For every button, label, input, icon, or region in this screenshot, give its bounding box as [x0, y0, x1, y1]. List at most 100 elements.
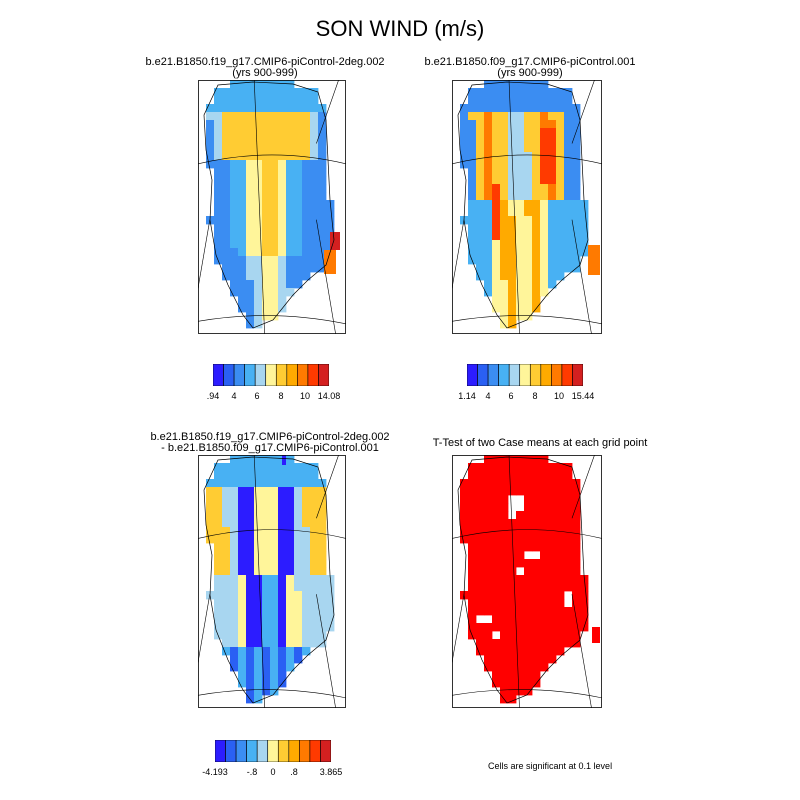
- grid-cell: [230, 136, 239, 145]
- grid-cell: [310, 503, 319, 512]
- grid-cell: [230, 487, 239, 496]
- grid-cell: [222, 623, 231, 632]
- grid-cell: [540, 176, 549, 185]
- grid-cell: [262, 687, 271, 696]
- grid-cell: [572, 120, 581, 129]
- grid-cell: [484, 551, 493, 560]
- grid-cell: [500, 535, 509, 544]
- grid-cell: [302, 136, 311, 145]
- grid-cell: [476, 479, 485, 488]
- grid-cell: [580, 208, 589, 217]
- grid-cell: [318, 144, 327, 153]
- colorbar-box: [267, 740, 279, 762]
- grid-cell: [262, 80, 271, 89]
- grid-cell: [500, 80, 509, 89]
- colorbar-box: [299, 740, 311, 762]
- grid-cell: [524, 647, 533, 656]
- grid-cell: [294, 208, 303, 217]
- grid-cell: [246, 256, 255, 265]
- grid-cell: [492, 551, 501, 560]
- grid-cell: [524, 80, 533, 89]
- grid-cell: [532, 80, 541, 89]
- grid-cell: [492, 176, 501, 185]
- grid-cell: [508, 144, 517, 153]
- grid-cell: [222, 184, 231, 193]
- grid-cell: [214, 551, 223, 560]
- grid-cell: [246, 208, 255, 217]
- grid-cell: [532, 647, 541, 656]
- grid-cell: [270, 112, 279, 121]
- grid-cell: [294, 615, 303, 624]
- grid-cell: [572, 631, 581, 640]
- grid-cell: [302, 272, 311, 281]
- grid-cell: [500, 687, 509, 696]
- grid-cell: [540, 463, 549, 472]
- grid-cell: [564, 607, 573, 616]
- grid-cell: [262, 607, 271, 616]
- grid-cell: [548, 144, 557, 153]
- grid-cell: [572, 160, 581, 169]
- grid-cell: [500, 495, 509, 504]
- grid-cell: [484, 511, 493, 520]
- grid-cell: [222, 120, 231, 129]
- grid-cell: [254, 687, 263, 696]
- grid-cell: [476, 487, 485, 496]
- grid-cell: [294, 551, 303, 560]
- grid-cell: [476, 471, 485, 480]
- grid-cell: [556, 551, 565, 560]
- grid-cell: [532, 88, 541, 97]
- grid-cell: [230, 152, 239, 161]
- grid-cell: [508, 479, 517, 488]
- grid-cell: [246, 104, 255, 113]
- grid-cell: [302, 104, 311, 113]
- grid-cell: [484, 112, 493, 121]
- grid-cell: [262, 567, 271, 576]
- grid-cell: [270, 192, 279, 201]
- grid-cell: [214, 144, 223, 153]
- grid-cell: [230, 128, 239, 137]
- grid-cell: [286, 631, 295, 640]
- grid-cell: [468, 160, 477, 169]
- grid-cell: [556, 575, 565, 584]
- grid-cell: [214, 152, 223, 161]
- grid-cell: [262, 264, 271, 273]
- grid-cell: [286, 240, 295, 249]
- grid-cell: [214, 192, 223, 201]
- grid-cell: [476, 264, 485, 273]
- grid-cell: [286, 136, 295, 145]
- grid-cell: [580, 615, 589, 624]
- grid-cell: [500, 607, 509, 616]
- grid-cell: [238, 248, 247, 257]
- grid-cell: [540, 543, 549, 552]
- grid-cell: [286, 479, 295, 488]
- grid-cell: [460, 527, 469, 536]
- grid-cell: [516, 288, 525, 297]
- grid-cell: [294, 575, 303, 584]
- grid-cell: [492, 671, 501, 680]
- grid-cell: [508, 615, 517, 624]
- grid-cell: [302, 607, 311, 616]
- grid-cell: [270, 567, 279, 576]
- panel4-significance-map: [452, 455, 602, 708]
- grid-cell: [222, 543, 231, 552]
- grid-cell: [508, 232, 517, 241]
- colorbar-box: [498, 364, 510, 386]
- grid-cell: [278, 487, 287, 496]
- grid-cell: [508, 463, 517, 472]
- grid-cell: [278, 559, 287, 568]
- grid-cell: [516, 519, 525, 528]
- grid-cell: [262, 312, 271, 321]
- grid-cell: [460, 104, 469, 113]
- grid-cell: [214, 543, 223, 552]
- grid-cell: [238, 679, 247, 688]
- grid-cell: [476, 200, 485, 209]
- grid-cell: [222, 176, 231, 185]
- parallel-line: [452, 154, 602, 165]
- grid-cell: [564, 519, 573, 528]
- grid-cell: [222, 152, 231, 161]
- grid-cell: [286, 551, 295, 560]
- grid-cell: [310, 152, 319, 161]
- panel4-title-line1: T-Test of two Case means at each grid po…: [432, 437, 648, 449]
- grid-cell: [572, 136, 581, 145]
- grid-cell: [222, 559, 231, 568]
